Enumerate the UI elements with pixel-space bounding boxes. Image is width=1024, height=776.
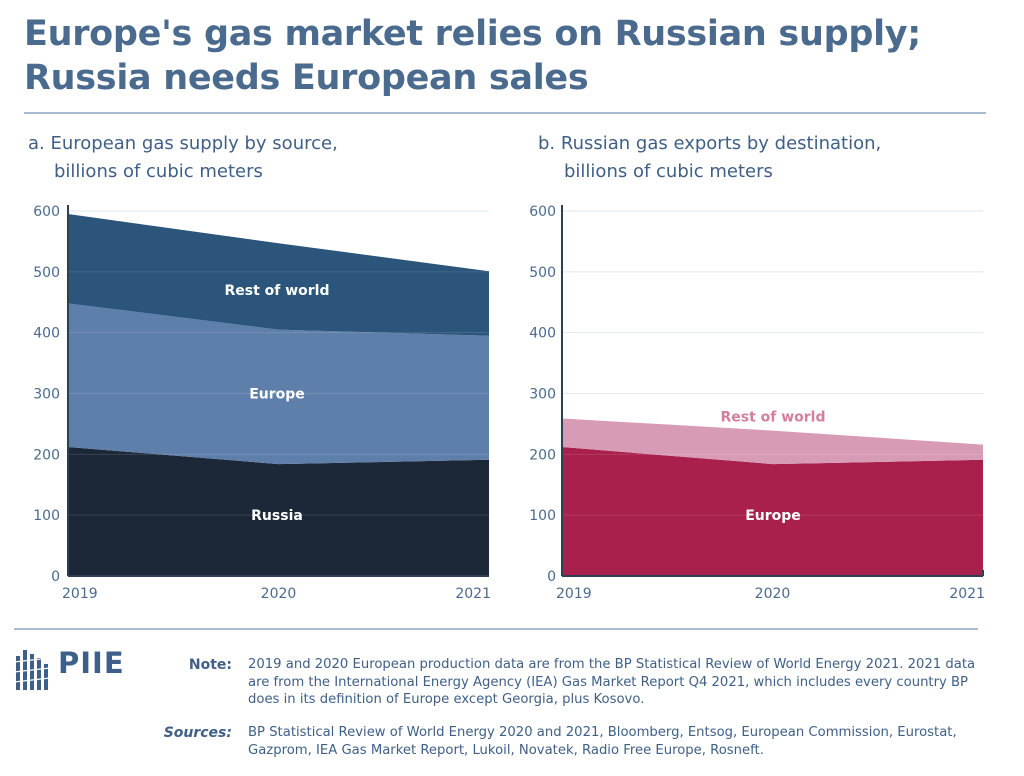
title-line-2: Russia needs European sales [24,58,589,98]
area-europe [68,303,489,465]
area-rest-of-world [562,418,983,465]
series-label: Europe [249,387,305,403]
sources-label: Sources: [163,725,232,741]
chart-b: Europe Rest of world 0 100 200 300 400 500 600 20… [529,204,985,602]
panel-b-title-line-1: b. Russian gas exports by destination, [538,133,882,154]
x-tick-label: 2020 [261,586,297,602]
y-tick-label: 300 [33,387,60,403]
y-tick-label: 500 [33,265,60,281]
x-tick-label: 2020 [755,586,791,602]
area-rest-of-world [68,214,489,336]
chart-a: Russia Europe Rest of world 0 100 200 300 400 50… [33,204,491,602]
y-tick-label: 100 [33,508,60,524]
area-russia [68,447,489,576]
series-label: Rest of world [720,410,825,426]
y-tick-label: 600 [33,204,60,220]
y-tick-label: 400 [33,326,60,342]
series-label: Rest of world [224,283,329,299]
footer-divider [14,628,978,630]
y-tick-label: 600 [529,204,556,220]
panel-b-title: b. Russian gas exports by destination, b… [538,130,881,186]
page-title: Europe's gas market relies on Russian su… [24,12,1004,100]
title-line-1: Europe's gas market relies on Russian su… [24,14,921,54]
panel-a-title-line-2: billions of cubic meters [54,161,263,182]
panel-b-title-line-2: billions of cubic meters [564,161,773,182]
y-tick-label: 500 [529,265,556,281]
panel-a-title-line-1: a. European gas supply by source, [28,133,338,154]
piie-logo-icon [14,650,51,690]
series-label: Europe [745,508,801,524]
y-tick-label: 200 [33,447,60,463]
y-tick-label: 100 [529,508,556,524]
area-europe [562,447,983,576]
x-tick-label: 2021 [949,586,985,602]
x-tick-label: 2021 [455,586,491,602]
piie-logo-text: PIIE [58,646,125,680]
title-divider [24,112,986,114]
y-tick-label: 300 [529,387,556,403]
note-label: Note: [188,657,232,673]
y-tick-label: 0 [547,569,556,585]
y-tick-label: 400 [529,326,556,342]
x-tick-label: 2019 [556,586,592,602]
series-label: Russia [251,508,303,524]
sources-text: BP Statistical Review of World Energy 20… [248,725,957,758]
y-tick-label: 0 [51,569,60,585]
note-text: 2019 and 2020 European production data a… [248,657,976,707]
y-tick-label: 200 [529,447,556,463]
panel-a-title: a. European gas supply by source, billio… [28,130,338,186]
x-tick-label: 2019 [62,586,98,602]
